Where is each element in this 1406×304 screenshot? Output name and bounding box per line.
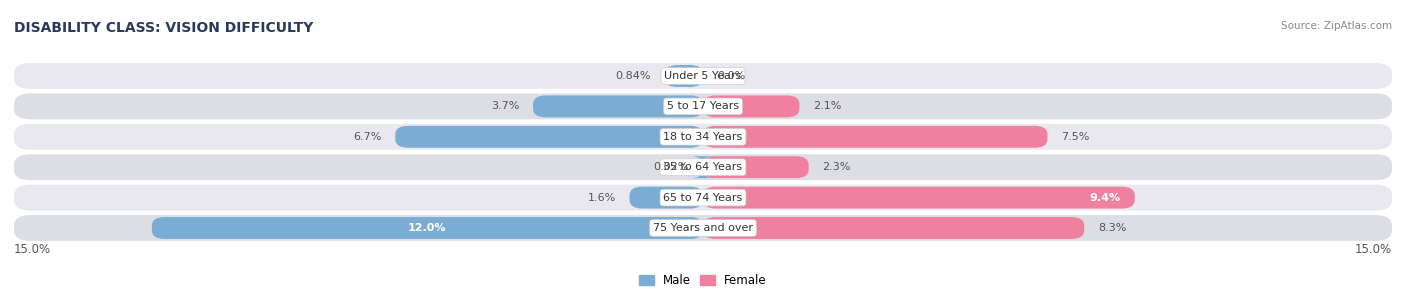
FancyBboxPatch shape [703, 217, 1084, 239]
Text: 1.6%: 1.6% [588, 193, 616, 202]
FancyBboxPatch shape [665, 65, 703, 87]
FancyBboxPatch shape [14, 215, 1392, 241]
Text: Under 5 Years: Under 5 Years [665, 71, 741, 81]
FancyBboxPatch shape [630, 187, 703, 209]
Text: 18 to 34 Years: 18 to 34 Years [664, 132, 742, 142]
Text: 0.02%: 0.02% [652, 162, 689, 172]
FancyBboxPatch shape [14, 185, 1392, 211]
FancyBboxPatch shape [14, 124, 1392, 150]
Text: 12.0%: 12.0% [408, 223, 447, 233]
Text: 0.84%: 0.84% [616, 71, 651, 81]
Text: 5 to 17 Years: 5 to 17 Years [666, 102, 740, 111]
FancyBboxPatch shape [703, 156, 808, 178]
Text: Source: ZipAtlas.com: Source: ZipAtlas.com [1281, 21, 1392, 31]
Text: 2.3%: 2.3% [823, 162, 851, 172]
FancyBboxPatch shape [14, 154, 1392, 180]
Text: 75 Years and over: 75 Years and over [652, 223, 754, 233]
Text: 7.5%: 7.5% [1062, 132, 1090, 142]
FancyBboxPatch shape [14, 63, 1392, 89]
FancyBboxPatch shape [14, 94, 1392, 119]
Text: 9.4%: 9.4% [1090, 193, 1121, 202]
FancyBboxPatch shape [703, 95, 800, 117]
Text: 2.1%: 2.1% [813, 102, 842, 111]
Text: 15.0%: 15.0% [1355, 243, 1392, 256]
FancyBboxPatch shape [703, 126, 1047, 148]
Text: 15.0%: 15.0% [14, 243, 51, 256]
Text: 6.7%: 6.7% [353, 132, 381, 142]
FancyBboxPatch shape [395, 126, 703, 148]
Text: 0.0%: 0.0% [717, 71, 745, 81]
Text: 3.7%: 3.7% [491, 102, 519, 111]
Text: 35 to 64 Years: 35 to 64 Years [664, 162, 742, 172]
FancyBboxPatch shape [152, 217, 703, 239]
FancyBboxPatch shape [533, 95, 703, 117]
Legend: Male, Female: Male, Female [634, 270, 772, 292]
Text: 65 to 74 Years: 65 to 74 Years [664, 193, 742, 202]
Text: DISABILITY CLASS: VISION DIFFICULTY: DISABILITY CLASS: VISION DIFFICULTY [14, 21, 314, 35]
Text: 8.3%: 8.3% [1098, 223, 1126, 233]
FancyBboxPatch shape [690, 156, 714, 178]
FancyBboxPatch shape [703, 187, 1135, 209]
